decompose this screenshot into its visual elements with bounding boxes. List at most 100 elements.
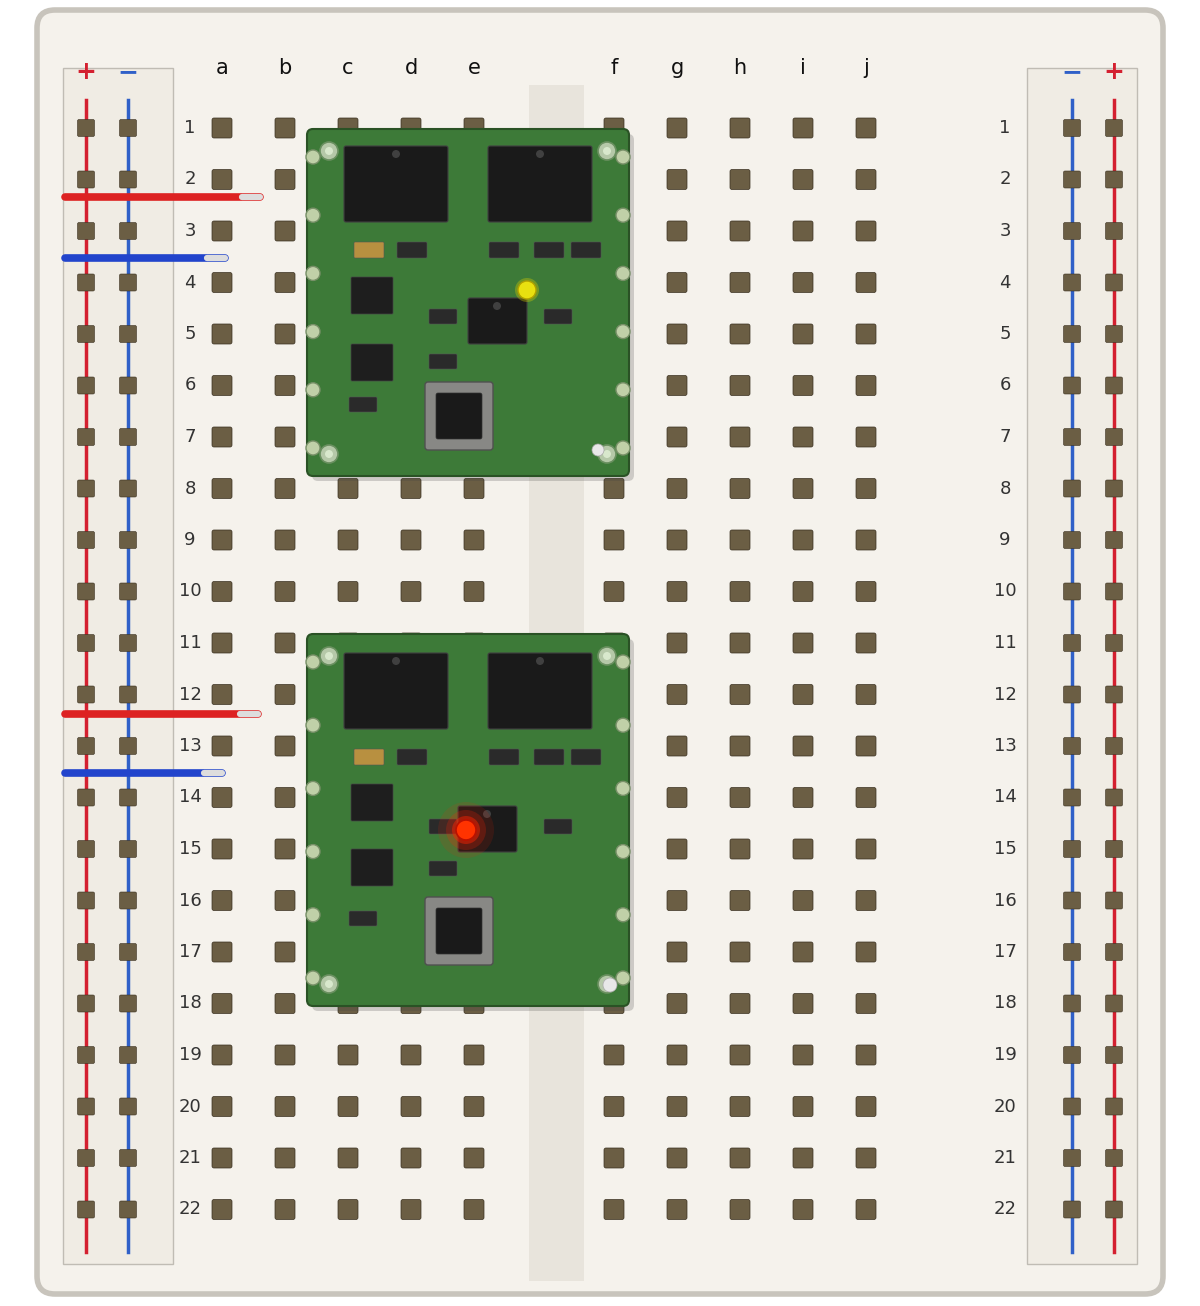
- FancyBboxPatch shape: [275, 942, 295, 963]
- FancyBboxPatch shape: [667, 737, 686, 756]
- FancyBboxPatch shape: [120, 1149, 137, 1166]
- FancyBboxPatch shape: [212, 942, 232, 963]
- FancyBboxPatch shape: [604, 994, 624, 1013]
- FancyBboxPatch shape: [430, 310, 457, 324]
- FancyBboxPatch shape: [667, 273, 686, 293]
- Circle shape: [604, 148, 611, 155]
- FancyBboxPatch shape: [464, 737, 484, 756]
- FancyBboxPatch shape: [212, 1097, 232, 1117]
- FancyBboxPatch shape: [338, 427, 358, 447]
- Circle shape: [320, 142, 338, 161]
- FancyBboxPatch shape: [120, 274, 137, 291]
- FancyBboxPatch shape: [212, 273, 232, 293]
- FancyBboxPatch shape: [212, 221, 232, 242]
- FancyBboxPatch shape: [464, 942, 484, 963]
- Circle shape: [592, 444, 604, 456]
- FancyBboxPatch shape: [1063, 995, 1080, 1012]
- FancyBboxPatch shape: [37, 10, 1163, 1294]
- FancyBboxPatch shape: [534, 750, 564, 765]
- Text: 15: 15: [179, 840, 202, 858]
- Text: 7: 7: [185, 428, 196, 447]
- FancyBboxPatch shape: [544, 310, 572, 324]
- FancyBboxPatch shape: [667, 376, 686, 396]
- FancyBboxPatch shape: [464, 427, 484, 447]
- Circle shape: [515, 278, 539, 302]
- FancyBboxPatch shape: [430, 861, 457, 876]
- FancyBboxPatch shape: [212, 376, 232, 396]
- FancyBboxPatch shape: [1105, 1098, 1122, 1115]
- FancyBboxPatch shape: [1063, 325, 1080, 342]
- FancyBboxPatch shape: [78, 274, 95, 291]
- FancyBboxPatch shape: [1063, 582, 1080, 599]
- FancyBboxPatch shape: [856, 170, 876, 189]
- FancyBboxPatch shape: [604, 118, 624, 138]
- FancyBboxPatch shape: [307, 633, 629, 1006]
- FancyBboxPatch shape: [212, 994, 232, 1013]
- FancyBboxPatch shape: [604, 1045, 624, 1064]
- FancyBboxPatch shape: [78, 325, 95, 342]
- Text: 10: 10: [179, 582, 202, 601]
- FancyBboxPatch shape: [275, 737, 295, 756]
- FancyBboxPatch shape: [667, 1097, 686, 1117]
- Circle shape: [616, 150, 630, 165]
- FancyBboxPatch shape: [344, 146, 448, 222]
- FancyBboxPatch shape: [856, 1148, 876, 1168]
- FancyBboxPatch shape: [464, 633, 484, 653]
- FancyBboxPatch shape: [275, 1148, 295, 1168]
- Circle shape: [325, 652, 334, 660]
- Text: 18: 18: [179, 994, 202, 1012]
- FancyBboxPatch shape: [793, 737, 814, 756]
- FancyBboxPatch shape: [1063, 943, 1080, 960]
- FancyBboxPatch shape: [667, 118, 686, 138]
- FancyBboxPatch shape: [464, 1199, 484, 1220]
- Circle shape: [325, 148, 334, 155]
- FancyBboxPatch shape: [275, 1199, 295, 1220]
- FancyBboxPatch shape: [667, 581, 686, 602]
- FancyBboxPatch shape: [488, 146, 592, 222]
- FancyBboxPatch shape: [430, 819, 457, 835]
- FancyBboxPatch shape: [464, 1148, 484, 1168]
- Circle shape: [392, 657, 400, 665]
- FancyBboxPatch shape: [401, 118, 421, 138]
- Circle shape: [616, 970, 630, 985]
- FancyBboxPatch shape: [338, 530, 358, 550]
- FancyBboxPatch shape: [464, 684, 484, 704]
- FancyBboxPatch shape: [604, 788, 624, 807]
- FancyBboxPatch shape: [730, 1097, 750, 1117]
- FancyBboxPatch shape: [667, 838, 686, 859]
- Text: 22: 22: [179, 1200, 202, 1218]
- FancyBboxPatch shape: [78, 120, 95, 137]
- FancyBboxPatch shape: [120, 841, 137, 858]
- Circle shape: [518, 281, 536, 299]
- FancyBboxPatch shape: [464, 118, 484, 138]
- FancyBboxPatch shape: [604, 633, 624, 653]
- FancyBboxPatch shape: [275, 324, 295, 343]
- FancyBboxPatch shape: [464, 324, 484, 343]
- Circle shape: [616, 325, 630, 338]
- FancyBboxPatch shape: [338, 170, 358, 189]
- FancyBboxPatch shape: [212, 324, 232, 343]
- Text: 19: 19: [179, 1046, 202, 1064]
- Circle shape: [616, 208, 630, 222]
- Text: 8: 8: [185, 479, 196, 498]
- FancyBboxPatch shape: [856, 684, 876, 704]
- FancyBboxPatch shape: [667, 478, 686, 499]
- Circle shape: [598, 142, 616, 161]
- FancyBboxPatch shape: [730, 737, 750, 756]
- FancyBboxPatch shape: [78, 738, 95, 755]
- Circle shape: [536, 657, 544, 665]
- FancyBboxPatch shape: [275, 581, 295, 602]
- FancyBboxPatch shape: [667, 1045, 686, 1064]
- FancyBboxPatch shape: [120, 1202, 137, 1218]
- Circle shape: [452, 816, 480, 844]
- FancyBboxPatch shape: [78, 789, 95, 806]
- FancyBboxPatch shape: [793, 1097, 814, 1117]
- Circle shape: [604, 652, 611, 660]
- FancyBboxPatch shape: [275, 891, 295, 910]
- Circle shape: [456, 820, 476, 840]
- FancyBboxPatch shape: [338, 324, 358, 343]
- Circle shape: [392, 150, 400, 158]
- FancyBboxPatch shape: [275, 427, 295, 447]
- FancyBboxPatch shape: [604, 273, 624, 293]
- FancyBboxPatch shape: [307, 129, 629, 475]
